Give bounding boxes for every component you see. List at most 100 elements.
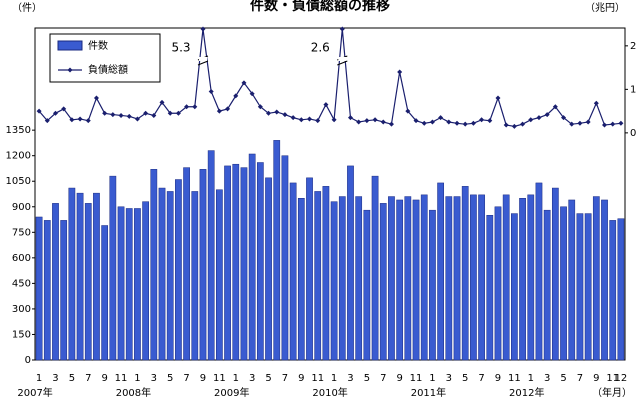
- break-annotation: 2.6: [311, 41, 330, 55]
- line-marker: [249, 91, 255, 97]
- line-marker: [159, 99, 165, 105]
- line-marker: [225, 106, 231, 112]
- x-tick-label: 9: [101, 373, 107, 384]
- bar: [175, 179, 182, 361]
- line-marker: [61, 106, 67, 112]
- line-marker: [184, 104, 190, 110]
- x-tick-label: 9: [396, 373, 402, 384]
- chart-title: 件数・負債総額の推移: [250, 0, 390, 14]
- bar: [543, 209, 551, 361]
- line-marker: [102, 110, 108, 116]
- y-tick-label: 1050: [6, 176, 31, 187]
- bar: [158, 187, 166, 361]
- bar: [347, 165, 354, 361]
- line-marker: [495, 95, 501, 101]
- x-tick-label: 9: [593, 373, 599, 384]
- bar: [388, 196, 395, 361]
- line-marker: [69, 117, 75, 123]
- line-marker: [511, 123, 517, 129]
- x-tick-label: 5: [364, 373, 370, 384]
- x-tick-label: 9: [200, 373, 206, 384]
- line-marker: [44, 118, 50, 124]
- x-tick-label: 3: [151, 373, 157, 384]
- bar: [420, 194, 428, 361]
- line-marker: [454, 120, 460, 126]
- line-marker: [397, 69, 403, 75]
- bar: [240, 167, 248, 361]
- bar: [355, 196, 363, 361]
- bar: [609, 220, 617, 361]
- line-marker: [151, 112, 157, 118]
- line-marker: [307, 116, 313, 122]
- x-tick-label: 9: [298, 373, 304, 384]
- bar: [330, 201, 338, 361]
- y-tick-label: 1350: [6, 125, 31, 136]
- line-marker: [577, 120, 583, 126]
- y2-tick-label: 0: [630, 128, 636, 139]
- bar: [429, 209, 436, 361]
- x-tick-label: 1: [528, 373, 534, 384]
- bar: [601, 199, 608, 361]
- line-marker: [536, 115, 542, 121]
- year-label: 2007年: [17, 386, 52, 399]
- bar: [461, 186, 469, 361]
- x-tick-label: 1: [331, 373, 337, 384]
- bar: [396, 199, 404, 361]
- line-marker: [364, 118, 370, 124]
- line-marker: [618, 120, 624, 126]
- year-label: 2008年: [116, 386, 151, 399]
- bar: [592, 196, 600, 361]
- line-marker: [282, 112, 288, 118]
- x-tick-label: 7: [577, 373, 583, 384]
- y-tick-label: 300: [12, 304, 31, 315]
- x-tick-label: 11: [115, 373, 128, 384]
- bar: [322, 186, 330, 361]
- bar: [560, 206, 567, 361]
- line-marker: [347, 115, 353, 121]
- break-gap: [338, 57, 347, 61]
- x-tick-label: 3: [249, 373, 255, 384]
- bar: [150, 169, 158, 361]
- line-marker: [462, 121, 468, 127]
- x-tick-label: 7: [478, 373, 484, 384]
- legend-box: [49, 33, 161, 83]
- bar: [453, 196, 461, 361]
- bar: [43, 220, 51, 361]
- bar: [338, 196, 346, 361]
- line-marker: [200, 26, 206, 32]
- bar: [125, 208, 133, 361]
- bar: [232, 163, 240, 361]
- y-tick-label: 600: [12, 253, 31, 264]
- y-axis-label: （件）: [12, 2, 42, 14]
- bar: [84, 203, 92, 361]
- line-marker: [315, 118, 321, 124]
- line-marker: [274, 109, 280, 115]
- bar: [502, 194, 510, 361]
- line-marker: [266, 110, 272, 116]
- line-marker: [569, 121, 575, 127]
- line-marker: [470, 120, 476, 126]
- year-label: 2010年: [312, 386, 347, 399]
- x-tick-label: 11: [213, 373, 226, 384]
- bar: [494, 206, 502, 361]
- bar: [617, 218, 625, 361]
- bar: [281, 155, 289, 361]
- x-tick-label: 7: [85, 373, 91, 384]
- y-tick-label: 900: [12, 202, 31, 213]
- line-marker: [134, 116, 140, 122]
- bar: [511, 213, 518, 361]
- x-tick-label: 3: [347, 373, 353, 384]
- bar: [265, 177, 272, 361]
- bar: [404, 196, 412, 361]
- line-marker: [610, 121, 616, 127]
- line-marker: [446, 119, 452, 125]
- bar: [142, 201, 149, 361]
- bar: [363, 209, 371, 361]
- y2-axis-label: （兆円）: [585, 2, 625, 14]
- bar: [412, 199, 420, 361]
- line-marker: [36, 108, 42, 114]
- bar: [486, 215, 494, 361]
- x-tick-label: 1: [134, 373, 140, 384]
- line-marker: [528, 117, 534, 123]
- plot-frame: [34, 27, 626, 361]
